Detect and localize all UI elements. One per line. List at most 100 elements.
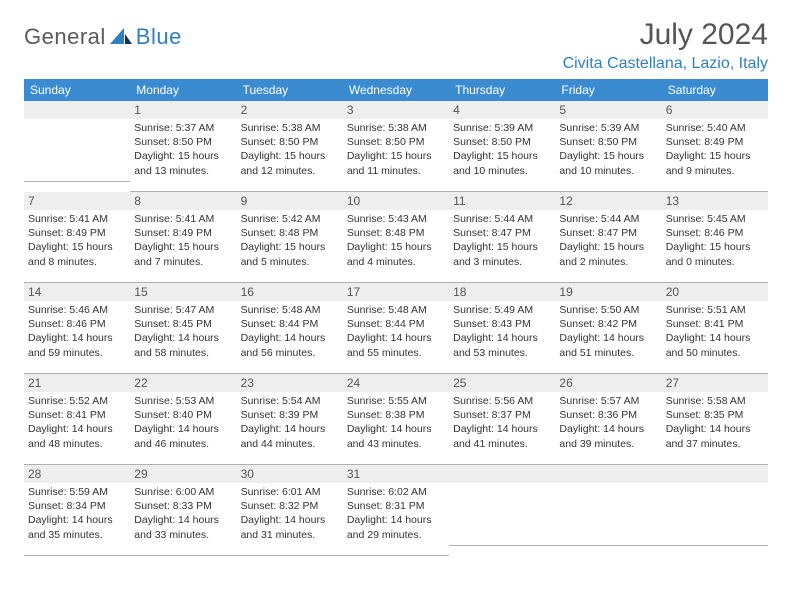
detail-line: Sunset: 8:35 PM — [666, 408, 764, 422]
day-number: 10 — [343, 192, 449, 210]
calendar-table: Sunday Monday Tuesday Wednesday Thursday… — [24, 79, 768, 556]
detail-line: Sunrise: 5:50 AM — [559, 303, 657, 317]
calendar-cell: 24Sunrise: 5:55 AMSunset: 8:38 PMDayligh… — [343, 374, 449, 465]
calendar-body: 1Sunrise: 5:37 AMSunset: 8:50 PMDaylight… — [24, 101, 768, 556]
detail-line: Daylight: 14 hours — [28, 513, 126, 527]
detail-line: Daylight: 14 hours — [666, 331, 764, 345]
weekday-header-row: Sunday Monday Tuesday Wednesday Thursday… — [24, 79, 768, 101]
detail-line: Daylight: 14 hours — [347, 513, 445, 527]
calendar-cell: 3Sunrise: 5:38 AMSunset: 8:50 PMDaylight… — [343, 101, 449, 192]
detail-line: Sunset: 8:41 PM — [666, 317, 764, 331]
detail-line: Sunrise: 5:46 AM — [28, 303, 126, 317]
detail-line: Sunset: 8:46 PM — [666, 226, 764, 240]
calendar-row: 21Sunrise: 5:52 AMSunset: 8:41 PMDayligh… — [24, 374, 768, 465]
weekday-header: Friday — [555, 79, 661, 101]
detail-line: Daylight: 15 hours — [666, 149, 764, 163]
day-number: 19 — [555, 283, 661, 301]
day-number: 31 — [343, 465, 449, 483]
calendar-cell: 10Sunrise: 5:43 AMSunset: 8:48 PMDayligh… — [343, 192, 449, 283]
calendar-cell: 30Sunrise: 6:01 AMSunset: 8:32 PMDayligh… — [237, 465, 343, 556]
calendar-cell — [555, 465, 661, 556]
detail-line: Sunset: 8:50 PM — [134, 135, 232, 149]
day-number: 27 — [662, 374, 768, 392]
weekday-header: Wednesday — [343, 79, 449, 101]
logo-text-1: General — [24, 24, 106, 50]
day-number: 8 — [130, 192, 236, 210]
detail-line: Sunrise: 5:48 AM — [347, 303, 445, 317]
empty-body — [662, 483, 768, 545]
calendar-cell: 28Sunrise: 5:59 AMSunset: 8:34 PMDayligh… — [24, 465, 130, 556]
detail-line: and 33 minutes. — [134, 528, 232, 542]
detail-line: Sunrise: 5:48 AM — [241, 303, 339, 317]
detail-line: Sunrise: 5:52 AM — [28, 394, 126, 408]
detail-line: Sunrise: 5:43 AM — [347, 212, 445, 226]
day-details: Sunrise: 5:52 AMSunset: 8:41 PMDaylight:… — [24, 392, 130, 464]
calendar-cell: 23Sunrise: 5:54 AMSunset: 8:39 PMDayligh… — [237, 374, 343, 465]
weekday-header: Saturday — [662, 79, 768, 101]
detail-line: and 31 minutes. — [241, 528, 339, 542]
detail-line: and 8 minutes. — [28, 255, 126, 269]
detail-line: and 37 minutes. — [666, 437, 764, 451]
detail-line: Daylight: 15 hours — [28, 240, 126, 254]
detail-line: and 2 minutes. — [559, 255, 657, 269]
empty-daynum — [555, 465, 661, 483]
weekday-header: Sunday — [24, 79, 130, 101]
detail-line: Sunrise: 5:57 AM — [559, 394, 657, 408]
calendar-cell: 14Sunrise: 5:46 AMSunset: 8:46 PMDayligh… — [24, 283, 130, 374]
day-details: Sunrise: 5:41 AMSunset: 8:49 PMDaylight:… — [24, 210, 130, 282]
detail-line: Sunrise: 5:42 AM — [241, 212, 339, 226]
day-number: 17 — [343, 283, 449, 301]
month-title: July 2024 — [563, 18, 768, 51]
calendar-cell: 29Sunrise: 6:00 AMSunset: 8:33 PMDayligh… — [130, 465, 236, 556]
detail-line: and 10 minutes. — [559, 164, 657, 178]
detail-line: Sunrise: 5:37 AM — [134, 121, 232, 135]
day-details: Sunrise: 5:47 AMSunset: 8:45 PMDaylight:… — [130, 301, 236, 373]
detail-line: Sunset: 8:48 PM — [241, 226, 339, 240]
weekday-header: Thursday — [449, 79, 555, 101]
calendar-cell: 22Sunrise: 5:53 AMSunset: 8:40 PMDayligh… — [130, 374, 236, 465]
day-details: Sunrise: 5:49 AMSunset: 8:43 PMDaylight:… — [449, 301, 555, 373]
detail-line: and 9 minutes. — [666, 164, 764, 178]
day-details: Sunrise: 5:38 AMSunset: 8:50 PMDaylight:… — [237, 119, 343, 191]
detail-line: Daylight: 14 hours — [241, 422, 339, 436]
detail-line: and 13 minutes. — [134, 164, 232, 178]
detail-line: Sunset: 8:50 PM — [559, 135, 657, 149]
day-number: 23 — [237, 374, 343, 392]
detail-line: Daylight: 15 hours — [453, 240, 551, 254]
calendar-page: General Blue July 2024 Civita Castellana… — [0, 0, 792, 566]
calendar-cell: 25Sunrise: 5:56 AMSunset: 8:37 PMDayligh… — [449, 374, 555, 465]
day-details: Sunrise: 5:42 AMSunset: 8:48 PMDaylight:… — [237, 210, 343, 282]
calendar-cell: 26Sunrise: 5:57 AMSunset: 8:36 PMDayligh… — [555, 374, 661, 465]
day-details: Sunrise: 5:37 AMSunset: 8:50 PMDaylight:… — [130, 119, 236, 191]
detail-line: Sunset: 8:39 PM — [241, 408, 339, 422]
detail-line: Daylight: 14 hours — [134, 513, 232, 527]
day-number: 6 — [662, 101, 768, 119]
day-number: 24 — [343, 374, 449, 392]
detail-line: and 39 minutes. — [559, 437, 657, 451]
day-number: 15 — [130, 283, 236, 301]
calendar-cell: 7Sunrise: 5:41 AMSunset: 8:49 PMDaylight… — [24, 192, 130, 283]
calendar-cell: 21Sunrise: 5:52 AMSunset: 8:41 PMDayligh… — [24, 374, 130, 465]
detail-line: and 10 minutes. — [453, 164, 551, 178]
day-number: 18 — [449, 283, 555, 301]
calendar-cell: 18Sunrise: 5:49 AMSunset: 8:43 PMDayligh… — [449, 283, 555, 374]
day-details: Sunrise: 5:57 AMSunset: 8:36 PMDaylight:… — [555, 392, 661, 464]
logo-sail-icon — [110, 26, 132, 44]
detail-line: Sunrise: 5:44 AM — [559, 212, 657, 226]
calendar-row: 1Sunrise: 5:37 AMSunset: 8:50 PMDaylight… — [24, 101, 768, 192]
calendar-cell: 20Sunrise: 5:51 AMSunset: 8:41 PMDayligh… — [662, 283, 768, 374]
detail-line: Sunset: 8:47 PM — [559, 226, 657, 240]
day-details: Sunrise: 5:40 AMSunset: 8:49 PMDaylight:… — [662, 119, 768, 191]
detail-line: Daylight: 15 hours — [666, 240, 764, 254]
day-number: 3 — [343, 101, 449, 119]
day-details: Sunrise: 5:59 AMSunset: 8:34 PMDaylight:… — [24, 483, 130, 555]
empty-daynum — [24, 101, 130, 119]
calendar-cell: 15Sunrise: 5:47 AMSunset: 8:45 PMDayligh… — [130, 283, 236, 374]
header: General Blue July 2024 Civita Castellana… — [24, 18, 768, 73]
day-details: Sunrise: 5:45 AMSunset: 8:46 PMDaylight:… — [662, 210, 768, 282]
day-details: Sunrise: 5:41 AMSunset: 8:49 PMDaylight:… — [130, 210, 236, 282]
detail-line: Sunrise: 5:53 AM — [134, 394, 232, 408]
detail-line: Sunset: 8:50 PM — [241, 135, 339, 149]
detail-line: Sunrise: 5:49 AM — [453, 303, 551, 317]
calendar-cell: 2Sunrise: 5:38 AMSunset: 8:50 PMDaylight… — [237, 101, 343, 192]
